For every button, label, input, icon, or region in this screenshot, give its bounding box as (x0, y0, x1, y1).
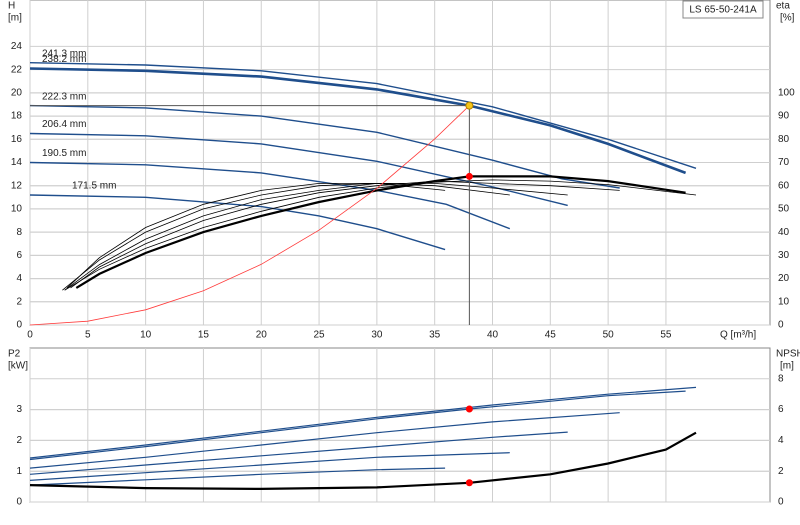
y-axis-unit: [kW] (8, 361, 28, 372)
y-tick-label: 14 (11, 157, 23, 168)
y2-tick-label: 6 (778, 404, 784, 415)
y-tick-label: 2 (16, 435, 22, 446)
curve-label: 241.3 mm (42, 48, 86, 59)
curve (29, 105, 470, 326)
x-tick-label: 20 (256, 330, 268, 341)
curve-label: 190.5 mm (42, 148, 86, 159)
y2-tick-label: 80 (778, 134, 790, 145)
plot-area (29, 347, 771, 503)
y2-axis-label: NPSH (776, 349, 800, 360)
curve (29, 467, 446, 486)
curve-label: 222.3 mm (42, 91, 86, 102)
y2-tick-label: 2 (778, 466, 784, 477)
x-tick-label: 25 (314, 330, 326, 341)
y-axis-label: P2 (8, 349, 21, 360)
title-box (682, 0, 764, 19)
x-tick-label: 0 (27, 330, 33, 341)
y-tick-label: 0 (16, 320, 22, 331)
curve (64, 179, 697, 291)
curve (29, 67, 687, 175)
curve (66, 183, 446, 289)
x-tick-label: 10 (140, 330, 152, 341)
y2-tick-label: 0 (778, 320, 784, 331)
y-tick-label: 6 (16, 250, 22, 261)
y2-tick-label: 40 (778, 227, 790, 238)
y2-axis-unit: [m] (780, 361, 794, 372)
x-axis-label: Q [m³/h] (720, 330, 756, 341)
curve (62, 182, 510, 291)
y2-tick-label: 10 (778, 296, 790, 307)
curve (29, 452, 510, 481)
y2-tick-label: 8 (778, 373, 784, 384)
y-tick-label: 10 (11, 204, 23, 215)
y2-axis-unit: [%] (780, 13, 795, 24)
y-axis-unit: [m] (8, 13, 22, 24)
y2-tick-label: 0 (778, 497, 784, 508)
curve (29, 194, 446, 251)
curve (29, 104, 620, 189)
curve (29, 132, 568, 207)
curve (75, 175, 686, 289)
operating-point (465, 479, 473, 487)
y2-tick-label: 50 (778, 204, 790, 215)
y-tick-label: 18 (11, 111, 23, 122)
y-tick-label: 3 (16, 404, 22, 415)
x-tick-label: 45 (545, 330, 557, 341)
y-axis-label: H (8, 1, 15, 12)
chart-title: LS 65-50-241A (689, 5, 757, 16)
y2-tick-label: 100 (778, 87, 795, 98)
y2-tick-label: 90 (778, 111, 790, 122)
curve (29, 161, 511, 230)
y2-tick-label: 4 (778, 435, 784, 446)
curve (29, 386, 697, 459)
curve (29, 412, 620, 469)
y-tick-label: 24 (11, 41, 23, 52)
y2-tick-label: 30 (778, 250, 790, 261)
x-tick-label: 15 (198, 330, 210, 341)
x-tick-label: 35 (429, 330, 441, 341)
y2-axis-label: eta (776, 1, 790, 12)
x-tick-label: 5 (85, 330, 91, 341)
curve-label: 206.4 mm (42, 119, 86, 130)
y-tick-label: 8 (16, 227, 22, 238)
curve-label: 171.5 mm (72, 181, 116, 192)
operating-point (465, 101, 474, 110)
y-tick-label: 0 (16, 497, 22, 508)
curve (29, 62, 697, 169)
x-tick-label: 50 (603, 330, 615, 341)
y-tick-label: 16 (11, 134, 23, 145)
y-tick-label: 2 (16, 296, 22, 307)
curve (29, 431, 568, 475)
curve (64, 183, 568, 291)
y2-tick-label: 60 (778, 180, 790, 191)
curve-label: 238.2 mm (42, 54, 86, 65)
y-tick-label: 12 (11, 180, 23, 191)
x-tick-label: 30 (371, 330, 383, 341)
y2-tick-label: 20 (778, 273, 790, 284)
x-tick-label: 40 (487, 330, 499, 341)
y2-tick-label: 70 (778, 157, 790, 168)
x-tick-label: 55 (660, 330, 672, 341)
y-tick-label: 1 (16, 466, 22, 477)
curve (29, 390, 686, 461)
y-tick-label: 22 (11, 64, 23, 75)
curve (70, 180, 620, 289)
y-tick-label: 4 (16, 273, 22, 284)
y-tick-label: 20 (11, 87, 23, 98)
operating-point (465, 405, 473, 413)
operating-point (465, 172, 473, 180)
